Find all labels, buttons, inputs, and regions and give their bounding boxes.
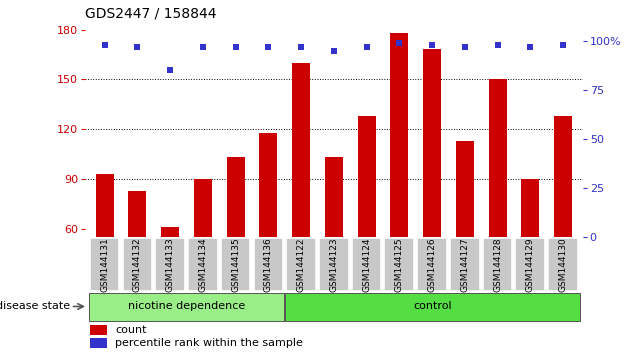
Text: GSM144136: GSM144136 [264,237,273,292]
FancyBboxPatch shape [417,238,447,291]
Text: GSM144129: GSM144129 [526,237,535,292]
Text: GSM144125: GSM144125 [395,237,404,292]
FancyBboxPatch shape [384,238,414,291]
FancyBboxPatch shape [89,293,285,321]
Bar [325,158,343,237]
Point [394,40,404,46]
Bar [194,179,212,237]
Bar [489,79,507,237]
FancyBboxPatch shape [352,238,381,291]
Text: GSM144135: GSM144135 [231,237,240,292]
Text: GSM144134: GSM144134 [198,237,207,292]
Bar [96,174,113,237]
FancyBboxPatch shape [220,238,250,291]
Point [198,44,208,50]
FancyBboxPatch shape [253,238,283,291]
Text: GSM144124: GSM144124 [362,238,371,292]
Point [427,42,437,48]
Text: percentile rank within the sample: percentile rank within the sample [115,338,303,348]
Point [558,42,568,48]
Text: GSM144132: GSM144132 [133,237,142,292]
FancyBboxPatch shape [483,238,512,291]
Bar [161,227,179,237]
Bar [90,325,108,335]
Point [263,44,273,50]
FancyBboxPatch shape [548,238,578,291]
FancyBboxPatch shape [90,238,120,291]
FancyBboxPatch shape [319,238,348,291]
Point [460,44,470,50]
Point [100,42,110,48]
Text: GSM144128: GSM144128 [493,237,502,292]
Bar [391,33,408,237]
Bar [423,50,441,237]
Point [525,44,536,50]
Bar [227,158,244,237]
Bar [90,338,108,348]
Text: disease state: disease state [0,302,70,312]
Text: GSM144123: GSM144123 [329,237,338,292]
Text: GSM144130: GSM144130 [559,237,568,292]
Text: count: count [115,325,146,335]
Point [132,44,142,50]
Text: control: control [413,302,452,312]
Point [296,44,306,50]
FancyBboxPatch shape [285,293,580,321]
Text: GSM144122: GSM144122 [297,238,306,292]
Bar [554,116,572,237]
Point [329,48,339,53]
Text: nicotine dependence: nicotine dependence [128,302,245,312]
Point [231,44,241,50]
Bar [292,63,310,237]
Bar [456,141,474,237]
Text: GSM144131: GSM144131 [100,237,109,292]
Point [165,68,175,73]
Bar [129,191,146,237]
Bar [358,116,375,237]
FancyBboxPatch shape [123,238,152,291]
Text: GDS2447 / 158844: GDS2447 / 158844 [85,6,217,20]
Bar [522,179,539,237]
Point [362,44,372,50]
Text: GSM144127: GSM144127 [461,237,469,292]
FancyBboxPatch shape [286,238,316,291]
Text: GSM144133: GSM144133 [166,237,175,292]
Bar [260,132,277,237]
Point [493,42,503,48]
FancyBboxPatch shape [450,238,479,291]
FancyBboxPatch shape [515,238,545,291]
FancyBboxPatch shape [188,238,217,291]
FancyBboxPatch shape [155,238,185,291]
Text: GSM144126: GSM144126 [428,237,437,292]
